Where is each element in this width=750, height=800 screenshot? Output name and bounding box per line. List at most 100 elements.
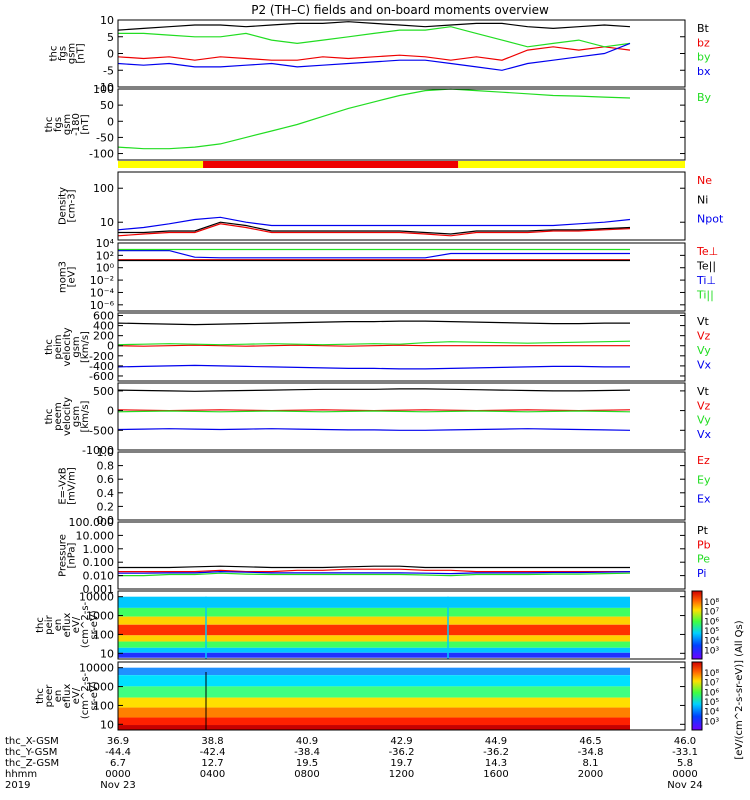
legend-entry: Ez: [697, 454, 710, 467]
x-axis-value: -44.4: [105, 747, 131, 758]
x-axis-value: 0000: [105, 769, 130, 780]
x-axis-value: -42.4: [200, 747, 226, 758]
y-axis-label: thc: [44, 339, 55, 355]
series-line-red: [117, 344, 630, 347]
y-tick-label: 100: [93, 83, 114, 96]
y-tick-label: 0: [107, 48, 114, 61]
y-axis-label: Density: [58, 187, 69, 225]
panel-efield: 1.00.80.60.40.20.0 E=-VxB[mV/m] Ez Ey Ex: [58, 446, 711, 527]
series-line-blue: [117, 42, 631, 71]
y-tick-label: 10.000: [76, 529, 115, 542]
spectrogram-band: [118, 686, 630, 698]
y-tick-label: 100: [93, 182, 114, 195]
x-axis-value: 1200: [389, 769, 414, 780]
series-line-blue: [117, 428, 631, 431]
series-line-red: [117, 46, 631, 61]
y-tick-label: 1000: [86, 610, 114, 623]
y-tick-label: 0.100: [83, 556, 115, 569]
spectrogram-band: [118, 667, 630, 676]
legend-entry: Vx: [697, 359, 712, 372]
y-axis-label: thc: [35, 617, 46, 633]
y-axis-label: eV/: [71, 687, 82, 704]
y-tick-label: 10: [100, 14, 114, 27]
panel-frame: [117, 171, 686, 241]
y-tick-label: -600: [89, 370, 114, 383]
colorbar-tick-label: 10⁶: [704, 617, 719, 627]
y-axis-label: Pressure: [58, 534, 69, 577]
y-tick-label: 10⁴: [96, 237, 115, 250]
series-line-black: [117, 21, 631, 31]
legend-entry: Vt: [697, 385, 710, 398]
x-axis-value: -33.1: [672, 747, 698, 758]
y-tick-label: 0.001: [83, 583, 115, 596]
y-tick-label: 0.0: [97, 514, 115, 527]
legend-entry: Ex: [697, 493, 711, 506]
y-axis-label: (cm^2-s-: [80, 672, 91, 719]
y-axis-label: (cm^2-s-: [80, 601, 91, 648]
series-line-black: [117, 320, 630, 326]
y-tick-label: 0: [107, 405, 114, 418]
y-tick-label: 10⁻⁴: [90, 286, 115, 299]
x-axis-value: 0000: [672, 769, 697, 780]
series-line-blue: [118, 570, 631, 575]
legend-entry: Pt: [697, 524, 709, 537]
legend-entry: Te⊥: [696, 245, 718, 258]
y-tick-label: -50: [96, 131, 114, 144]
panel-frame: [117, 88, 686, 161]
y-tick-label: 50: [100, 99, 114, 112]
x-axis-row-label: 2019: [5, 780, 30, 791]
y-tick-label: 5: [107, 31, 114, 44]
legend-entry: Pi: [697, 567, 706, 580]
colorbar-tick-label: 10⁶: [704, 688, 719, 698]
y-axis-label: sr-eV): [89, 610, 100, 639]
spectrogram-band: [118, 652, 630, 658]
legend-entry: Ey: [697, 473, 711, 486]
x-axis-value: 6.7: [110, 758, 126, 769]
legend-entry: Vx: [697, 428, 712, 441]
y-tick-label: 10⁰: [96, 262, 115, 275]
y-axis-label: gsm: [71, 336, 82, 357]
x-axis-value: -36.2: [389, 747, 415, 758]
legend-entry: Bt: [697, 22, 710, 35]
panel-density: 100 10 Density[cm-3] Ne Ni Npot: [58, 171, 724, 241]
x-axis-labels: thc_X-GSM 36.9 38.8 40.9 42.9 44.9 46.5 46.0 thc…: [5, 736, 703, 791]
y-axis-label: mom3: [58, 261, 69, 293]
spectrogram-band: [118, 697, 630, 708]
y-axis-label: en: [53, 619, 64, 632]
x-axis-value: -38.4: [294, 747, 320, 758]
y-axis-label: [eV]: [67, 267, 78, 288]
y-tick-label: 1000: [86, 681, 114, 694]
panel-peir_flux: 10000 1000 100 10 thcpeirenefluxeV/(cm^2-s-s…: [35, 590, 686, 660]
y-axis-label: -180: [71, 113, 82, 136]
panel-peem_vel: 5000-500-1000thcpeemvelocitygsm[km/s]VtV…: [44, 382, 712, 457]
y-axis-label: fgs: [53, 117, 64, 132]
legend-entry: Pe: [697, 553, 710, 566]
x-axis-value: 14.3: [485, 758, 507, 769]
y-tick-label: 10: [100, 647, 114, 660]
y-tick-label: 0: [107, 115, 114, 128]
legend-entry: Ne: [697, 174, 712, 187]
y-axis-label: E=-VxB: [58, 467, 69, 504]
y-axis-label: [nT]: [76, 43, 87, 63]
y-tick-label: 600: [93, 310, 114, 323]
spectrogram-band: [118, 675, 630, 687]
y-tick-label: 100.000: [69, 516, 115, 529]
series-line-green: [117, 340, 631, 346]
spectrogram-band: [118, 607, 630, 617]
y-axis-label: gsm: [62, 114, 73, 135]
series-line-red: [118, 568, 630, 573]
spectrogram-band: [118, 725, 630, 730]
spectrogram-band: [118, 596, 630, 608]
legend-entry: Ti||: [696, 289, 714, 302]
spectrogram-band: [118, 635, 630, 642]
x-axis-value: 36.9: [107, 736, 129, 747]
colorbar-label: [eV/(cm^2-s-sr-eV)] (All Qs): [734, 620, 745, 759]
y-tick-label: 0.8: [97, 460, 115, 473]
y-axis-label: peem: [53, 402, 64, 430]
mode-bar-segment: [203, 161, 459, 168]
y-tick-label: 10000: [79, 662, 114, 675]
legend-entry: Pb: [697, 538, 711, 551]
